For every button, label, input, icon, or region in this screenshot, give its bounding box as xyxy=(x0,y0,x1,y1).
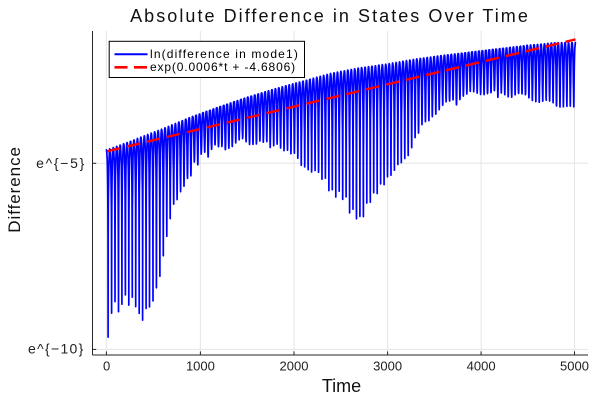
svg-text:4000: 4000 xyxy=(467,359,496,374)
svg-text:Time: Time xyxy=(322,376,361,396)
svg-text:5000: 5000 xyxy=(560,359,589,374)
svg-text:Difference: Difference xyxy=(5,146,24,233)
svg-text:1000: 1000 xyxy=(186,359,215,374)
svg-text:Absolute Difference in States: Absolute Difference in States Over Time xyxy=(130,6,530,26)
svg-text:ln(difference in mode1): ln(difference in mode1) xyxy=(150,47,299,61)
svg-text:2000: 2000 xyxy=(280,359,309,374)
svg-text:e^{−10}: e^{−10} xyxy=(28,340,85,356)
svg-text:3000: 3000 xyxy=(373,359,402,374)
svg-text:0: 0 xyxy=(103,359,110,374)
svg-text:exp(0.0006*t + -4.6806): exp(0.0006*t + -4.6806) xyxy=(150,60,296,74)
svg-text:e^{−5}: e^{−5} xyxy=(36,155,86,171)
